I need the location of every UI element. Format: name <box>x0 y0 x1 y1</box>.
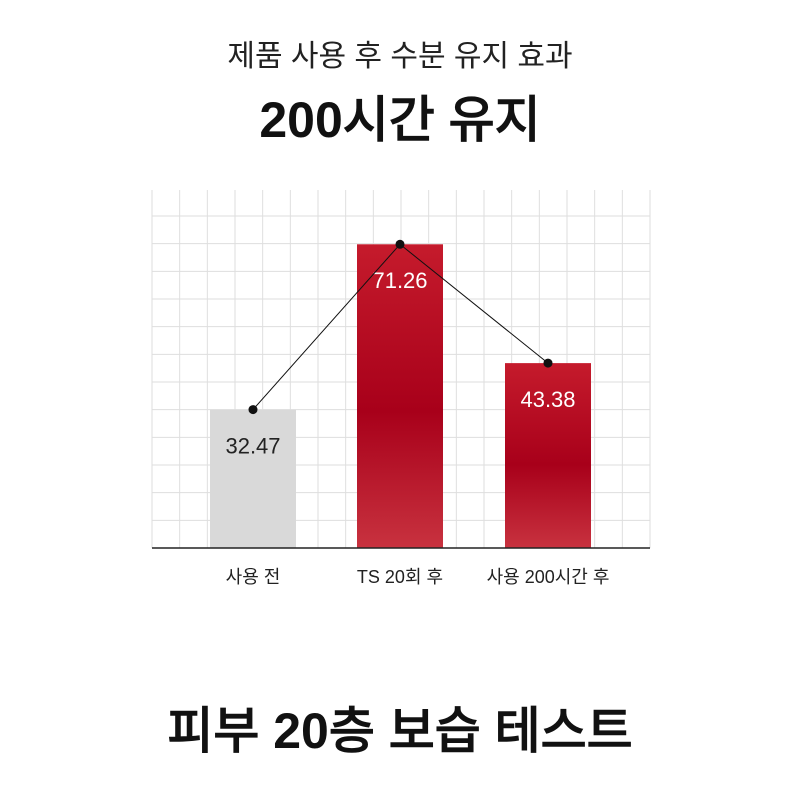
trend-dot <box>248 405 258 415</box>
chart-title: 200시간 유지 <box>259 92 540 148</box>
x-tick-label: TS 20회 후 <box>357 567 443 587</box>
value-label: 71.26 <box>372 268 427 293</box>
bar <box>210 409 296 548</box>
trend-dot <box>395 239 405 249</box>
chart-footer: 피부 20층 보습 테스트 <box>167 703 632 759</box>
value-label: 43.38 <box>520 387 575 412</box>
chart-subtitle: 제품 사용 후 수분 유지 효과 <box>227 40 572 73</box>
value-label: 32.47 <box>225 433 280 458</box>
trend-dot <box>543 358 553 368</box>
x-tick-label: 사용 전 <box>226 567 281 587</box>
bar <box>505 363 591 548</box>
x-tick-label: 사용 200시간 후 <box>487 567 610 587</box>
bar <box>357 244 443 548</box>
